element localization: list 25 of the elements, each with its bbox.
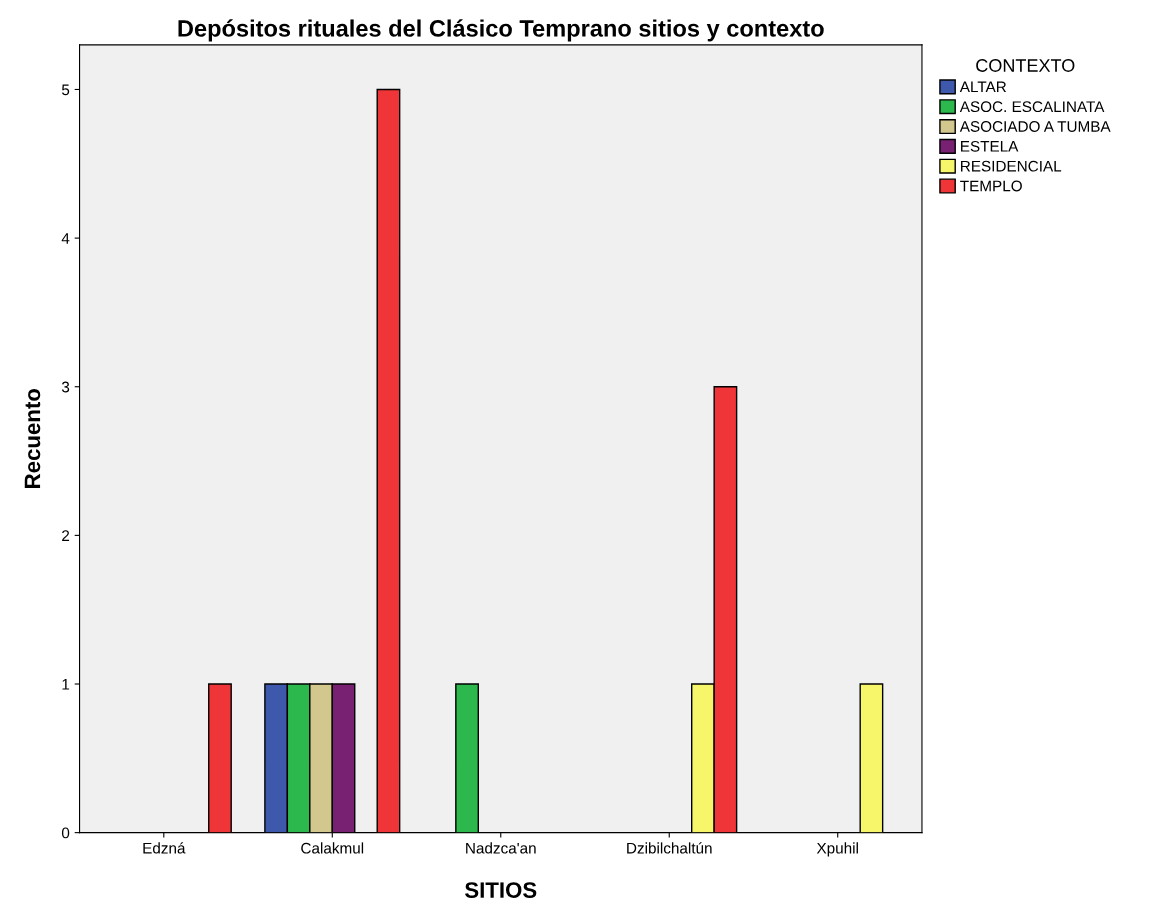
x-tick-label: Xpuhil [816,842,858,857]
x-tick-label: Edzná [143,842,186,854]
y-tick-label: 3 [61,381,70,393]
y-tick-label: 1 [62,679,70,690]
y-tick-label: 5 [61,84,70,96]
y-tick-label: 4 [61,233,70,244]
legend-title: CONTEXTO [976,59,1075,72]
bar [376,88,401,833]
legend-label: TEMPLO [960,180,1022,192]
x-tick-label: Calakmul [301,842,364,854]
legend-label: ASOCIADO A TUMBA [959,121,1111,132]
y-tick-label: 0 [61,827,70,839]
legend-label: ASOC. ESCALINATA [959,101,1105,113]
bar [455,683,479,833]
x-tick-label: Dzibilchaltún [627,842,712,854]
bar [208,683,232,833]
chart-title: Depósitos rituales del Clásico Temprano sitios y contexto [178,19,824,42]
y-axis-title: Recuento [24,389,41,488]
bar [859,683,884,833]
x-tick-label: Nadzca'an [466,842,536,854]
y-tick-label: 2 [62,530,70,541]
legend-label: ESTELA [961,140,1019,152]
legend-label: RESIDENCIAL [961,160,1062,172]
x-axis-title: SITIOS [464,882,537,898]
legend-label: ALTAR [959,81,1007,93]
